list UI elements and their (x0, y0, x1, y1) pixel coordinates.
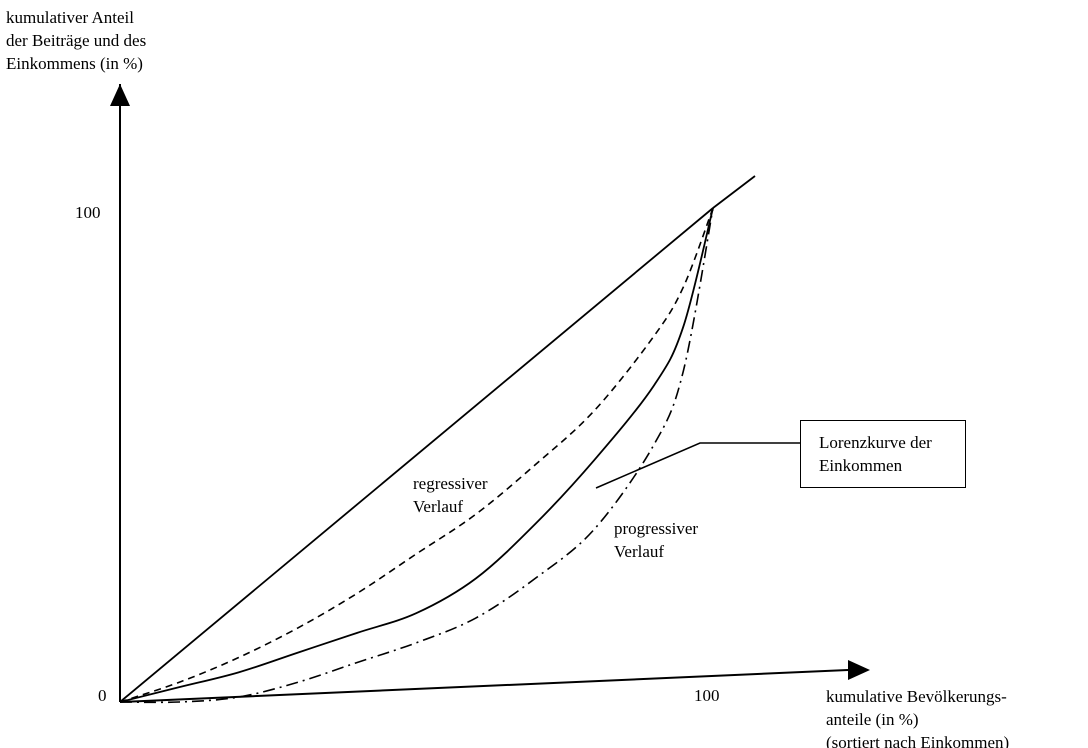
x-axis-title-line-2: anteile (in %) (826, 710, 919, 729)
lorenz-label-box: Lorenzkurve der Einkommen (800, 420, 966, 488)
regressive-curve-label: regressiver Verlauf (413, 474, 488, 516)
y-axis-title-line-1: kumulativer Anteil (6, 8, 134, 27)
equality-line-extension (712, 175, 756, 209)
origin-label: 0 (98, 686, 107, 705)
progressive-curve (119, 207, 714, 704)
progressive-curve-label: progressiver Verlauf (614, 519, 699, 561)
curves-group (119, 175, 756, 704)
x-tick-100: 100 (694, 686, 720, 705)
x-axis-title-line-1: kumulative Bevölkerungs- (826, 687, 1007, 706)
y-tick-100: 100 (75, 203, 101, 222)
x-axis-title-line-3: (sortiert nach Einkommen) (826, 733, 1010, 748)
y-axis-title-line-2: der Beiträge und des (6, 31, 147, 50)
y-axis-title-line-3: Einkommens (in %) (6, 54, 143, 73)
x-axis-title: kumulative Bevölkerungs- anteile (in %) … (826, 685, 1009, 748)
lorenz-leader-line (595, 442, 800, 489)
lorenz-curve-label: Lorenzkurve der Einkommen (819, 433, 932, 475)
x-axis-arrow (848, 660, 870, 680)
y-axis-arrow (110, 84, 130, 106)
lorenz-curve (119, 207, 714, 703)
equality-line (119, 207, 714, 703)
regressive-curve (119, 207, 714, 703)
y-axis-title: kumulativer Anteil der Beiträge und des … (6, 6, 146, 75)
